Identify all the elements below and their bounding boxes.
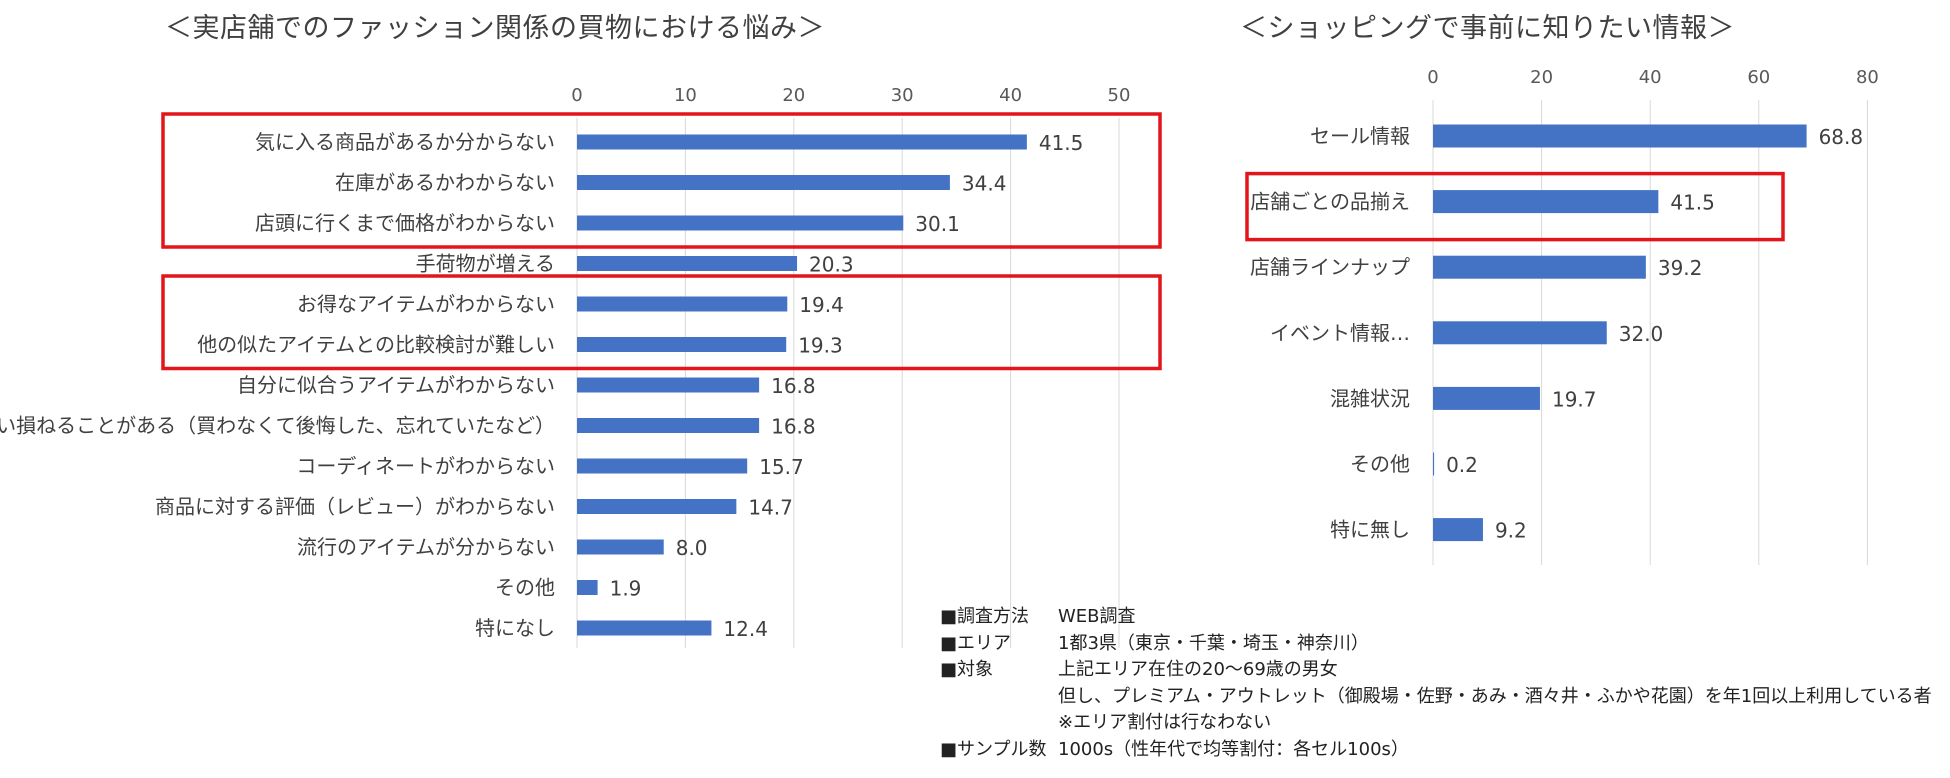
chart-2-title: ＜ショッピングで事前に知りたい情報＞ xyxy=(1240,13,1735,44)
x-tick-label: 80 xyxy=(1856,67,1879,88)
value-label: 19.3 xyxy=(798,334,843,358)
category-label: 特になし xyxy=(475,616,555,640)
x-tick-label: 50 xyxy=(1108,85,1131,106)
bar xyxy=(1433,386,1540,410)
survey-notes: ■調査方法 WEB調査 ■エリア 1都3県（東京・千葉・埼玉・神奈川） ■対象 上記エリア… xyxy=(940,604,1932,763)
survey-value: WEB調査 xyxy=(1058,606,1136,627)
bar xyxy=(577,418,760,433)
bar xyxy=(577,458,748,474)
category-label: イベント情報… xyxy=(1270,321,1410,345)
survey-key: ■対象 xyxy=(940,659,994,680)
bar xyxy=(577,337,787,352)
survey-row: ■対象 上記エリア在住の20～69歳の男女 xyxy=(940,657,1932,684)
survey-value: 上記エリア在住の20～69歳の男女 xyxy=(1058,659,1338,680)
x-tick-label: 0 xyxy=(571,85,582,106)
value-label: 68.8 xyxy=(1819,125,1864,149)
value-label: 19.4 xyxy=(799,293,844,317)
value-label: 32.0 xyxy=(1619,322,1664,346)
survey-row: ■調査方法 WEB調査 xyxy=(940,604,1932,631)
value-label: 39.2 xyxy=(1658,256,1703,280)
bar xyxy=(577,377,760,393)
value-label: 15.7 xyxy=(759,455,804,479)
category-label: 混雑状況 xyxy=(1330,386,1410,410)
x-tick-label: 30 xyxy=(891,85,914,106)
category-label: 在庫があるかわからない xyxy=(335,171,555,195)
highlight-box xyxy=(161,112,1162,249)
bar xyxy=(577,256,798,271)
value-label: 0.2 xyxy=(1446,453,1478,477)
survey-value: 但し、プレミアム・アウトレット（御殿場・佐野・あみ・酒々井・ふかや花園）を年1回… xyxy=(1058,685,1932,707)
value-label: 19.7 xyxy=(1552,387,1597,411)
value-label: 9.2 xyxy=(1495,519,1527,543)
x-tick-label: 0 xyxy=(1427,67,1438,88)
bar xyxy=(577,215,904,231)
value-label: 8.0 xyxy=(676,536,708,560)
survey-row: 但し、プレミアム・アウトレット（御殿場・佐野・あみ・酒々井・ふかや花園）を年1回… xyxy=(940,684,1932,711)
bar xyxy=(577,499,737,514)
survey-key: ■調査方法 xyxy=(940,606,1030,627)
category-label: 店頭に行くまで価格がわからない xyxy=(255,211,555,235)
value-label: 1.9 xyxy=(610,577,642,601)
category-label: その他 xyxy=(1350,452,1410,476)
value-label: 20.3 xyxy=(809,253,854,277)
value-label: 41.5 xyxy=(1039,131,1084,155)
bar xyxy=(1433,452,1435,476)
value-label: 30.1 xyxy=(915,212,960,236)
value-label: 16.8 xyxy=(771,374,816,398)
bar xyxy=(1433,518,1483,542)
category-label: 他の似たアイテムとの比較検討が難しい xyxy=(197,333,555,357)
x-tick-label: 20 xyxy=(1530,67,1553,88)
highlight-box xyxy=(1245,171,1785,242)
value-label: 16.8 xyxy=(771,415,816,439)
bar xyxy=(577,134,1027,150)
highlight-box xyxy=(161,274,1162,371)
survey-row: ※エリア割付は行なわない xyxy=(940,710,1932,737)
category-label: 商品に対する評価（レビュー）がわからない xyxy=(155,495,555,519)
bar xyxy=(1433,190,1659,214)
category-label: セール情報 xyxy=(1310,124,1410,148)
category-label: 手荷物が増える xyxy=(416,252,555,276)
survey-value: ※エリア割付は行なわない xyxy=(1058,712,1272,733)
x-tick-label: 40 xyxy=(999,85,1022,106)
category-label: その他 xyxy=(495,576,555,600)
category-label: お得なアイテムがわからない xyxy=(297,292,555,316)
survey-key: ■エリア xyxy=(940,632,1012,654)
category-label: 店舗ごとの品揃え xyxy=(1250,190,1410,214)
category-label: コーディネートがわからない xyxy=(296,454,555,478)
survey-row: ■サンプル数 1000s（性年代で均等割付：各セル100s） xyxy=(940,737,1932,764)
x-tick-label: 40 xyxy=(1639,67,1662,88)
bar xyxy=(1433,124,1807,148)
x-tick-label: 10 xyxy=(674,85,697,106)
x-tick-label: 20 xyxy=(782,85,805,106)
bar xyxy=(577,296,788,312)
bar xyxy=(577,539,664,555)
category-label: 店舗ラインナップ xyxy=(1250,255,1410,279)
value-label: 34.4 xyxy=(962,172,1007,196)
category-label: 自分に似合うアイテムがわからない xyxy=(237,373,555,397)
survey-row: ■エリア 1都3県（東京・千葉・埼玉・神奈川） xyxy=(940,631,1932,658)
chart-1-title: ＜実店舗でのファッション関係の買物における悩み＞ xyxy=(165,13,825,44)
x-tick-label: 60 xyxy=(1747,67,1770,88)
value-label: 14.7 xyxy=(748,496,793,520)
bar xyxy=(577,580,598,595)
value-label: 12.4 xyxy=(723,617,768,641)
survey-value: 1都3県（東京・千葉・埼玉・神奈川） xyxy=(1058,632,1369,654)
value-label: 41.5 xyxy=(1670,191,1715,215)
survey-key: ■サンプル数 xyxy=(940,738,1047,760)
survey-value: 1000s（性年代で均等割付：各セル100s） xyxy=(1058,738,1409,760)
bar xyxy=(577,620,712,636)
category-label: 気に入る商品があるか分からない xyxy=(255,130,555,154)
bar xyxy=(577,175,950,190)
category-label: 買い損ねることがある（買わなくて後悔した、忘れていたなど） xyxy=(0,414,555,438)
bar xyxy=(1433,255,1646,279)
category-label: 特に無し xyxy=(1330,518,1410,542)
category-label: 流行のアイテムが分からない xyxy=(297,535,555,559)
bar xyxy=(1433,321,1607,345)
